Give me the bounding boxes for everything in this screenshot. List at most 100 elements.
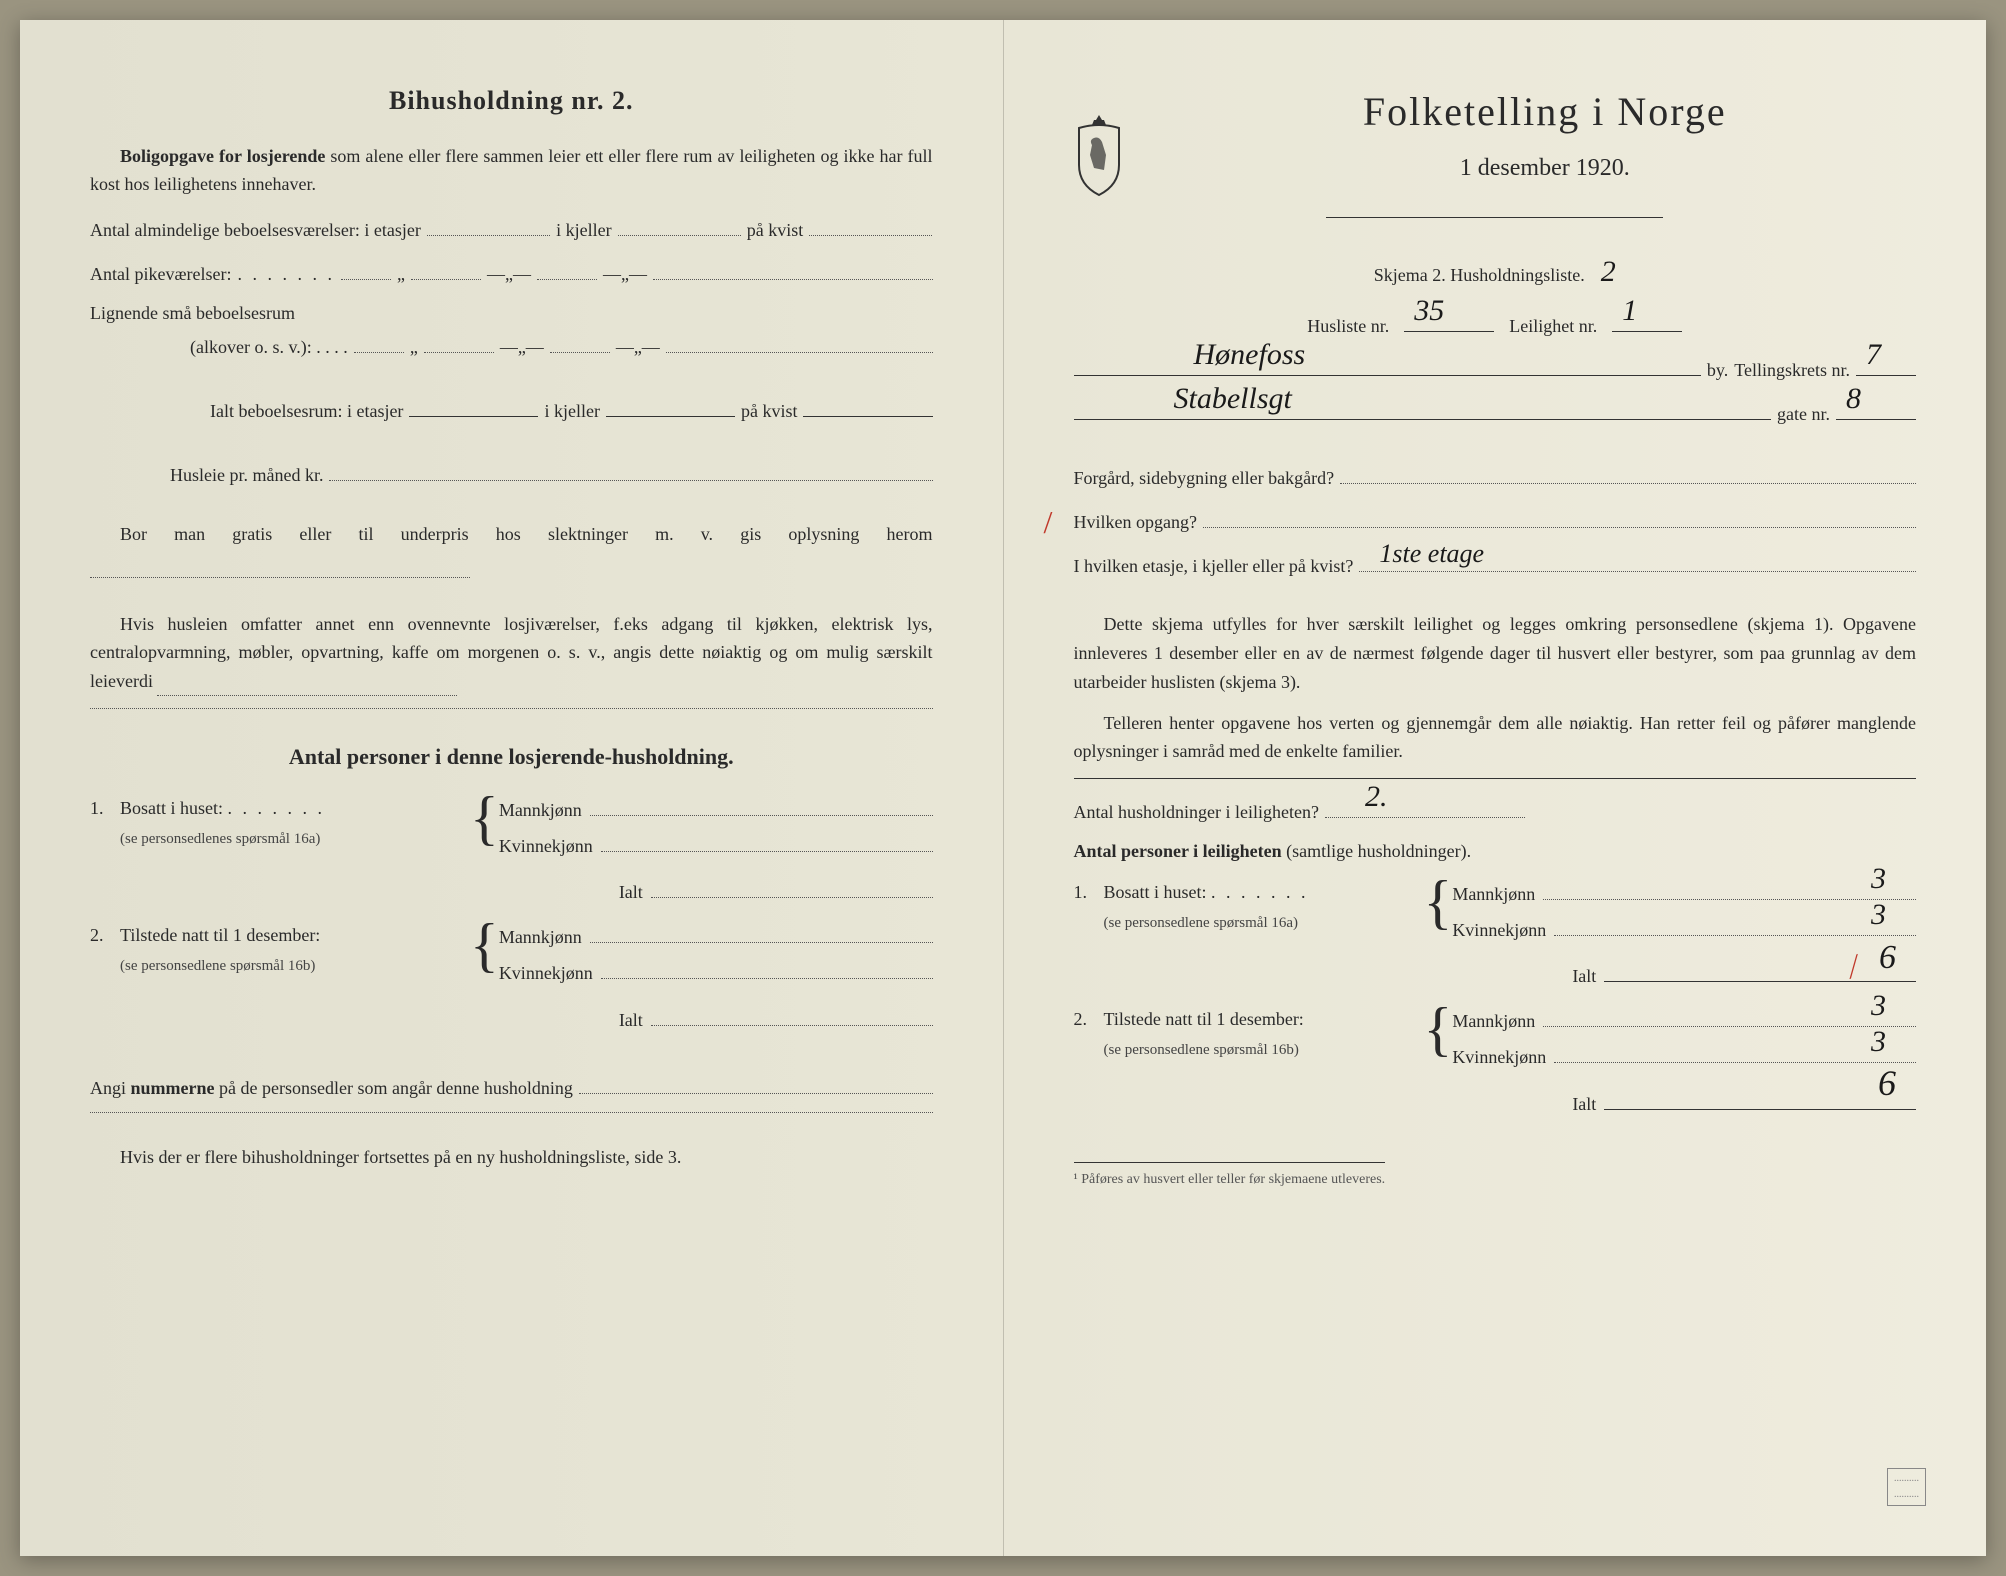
- label-col: Tilstede natt til 1 desember: (se person…: [1104, 1005, 1424, 1063]
- fill: Stabellsgt: [1074, 394, 1772, 419]
- left-intro: Boligopgave for losjerende som alene ell…: [90, 142, 933, 200]
- fill: [601, 830, 933, 852]
- label: Lignende små beboelsesrum: [90, 303, 295, 323]
- label-kvinne: Kvinnekjønn: [499, 959, 593, 988]
- line-pike: Antal pikeværelser: „ —„— —„—: [90, 255, 933, 289]
- angi-line: Angi nummerne på de personsedler som ang…: [90, 1068, 933, 1102]
- fill: Hønefoss: [1074, 350, 1701, 375]
- label: Bosatt i huset:: [120, 798, 223, 818]
- fill: [653, 255, 933, 280]
- divider: [1326, 217, 1663, 218]
- label: Hvilken opgang?: [1074, 508, 1197, 537]
- right-item-1: 1. Bosatt i huset: (se personsedlene spø…: [1074, 878, 1917, 997]
- corner-stamp: ....................: [1887, 1468, 1926, 1506]
- label: Antal pikeværelser:: [90, 260, 231, 289]
- hw-value: 2.: [1365, 773, 1388, 821]
- label: Tilstede natt til 1 desember:: [1104, 1009, 1304, 1029]
- label: i kjeller: [544, 397, 599, 426]
- hw-value: 6: [1879, 931, 1896, 985]
- right-para-1: Dette skjema utfylles for hver særskilt …: [1074, 610, 1917, 696]
- bold: Antal personer i leiligheten: [1074, 841, 1282, 861]
- label-mann: Mannkjønn: [499, 923, 582, 952]
- brace: {: [470, 921, 499, 969]
- label: Forgård, sidebygning eller bakgård?: [1074, 464, 1335, 493]
- hw-value: 8: [1846, 375, 1861, 423]
- label: på kvist: [747, 216, 804, 245]
- hw-value: 7: [1866, 331, 1881, 379]
- label-ialt: Ialt: [619, 1006, 643, 1035]
- num: 2.: [1074, 1005, 1104, 1034]
- dots: [228, 798, 326, 818]
- label: Tellingskrets nr.: [1734, 356, 1850, 385]
- dots: [237, 260, 335, 289]
- label-mann: Mannkjønn: [1452, 880, 1535, 909]
- fill: 3: [1543, 1005, 1916, 1027]
- label-kvinne: Kvinnekjønn: [499, 832, 593, 861]
- document-spread: Bihusholdning nr. 2. Boligopgave for los…: [20, 20, 1986, 1556]
- left-section-title: Antal personer i denne losjerende-hushol…: [90, 739, 933, 774]
- fill: 3: [1554, 914, 1916, 936]
- label: Husliste nr.: [1307, 312, 1389, 341]
- label: I hvilken etasje, i kjeller eller på kvi…: [1074, 552, 1354, 581]
- label: (alkover o. s. v.): . . . .: [190, 333, 348, 362]
- label: Husleie pr. måned kr.: [170, 461, 323, 490]
- values: Mannkjønn3 Kvinnekjønn3 Ialt 6 ⁄: [1452, 878, 1916, 997]
- gate-line: Stabellsgt gate nr. 8: [1074, 394, 1917, 428]
- hw-value: 1ste etage: [1379, 533, 1484, 575]
- label: Bosatt i huset:: [1104, 882, 1207, 902]
- label-col: Tilstede natt til 1 desember: (se person…: [120, 921, 470, 979]
- fill: 6: [1604, 1088, 1916, 1110]
- bottom-note: Hvis der er flere bihusholdninger fortse…: [90, 1143, 933, 1172]
- label: Skjema 2. Husholdningsliste.: [1374, 261, 1585, 290]
- label-kvinne: Kvinnekjønn: [1452, 1043, 1546, 1072]
- label: Tilstede natt til 1 desember:: [120, 925, 320, 945]
- num: 2.: [90, 921, 120, 950]
- fill: 1: [1612, 306, 1682, 331]
- red-strikethrough: ⁄: [1842, 941, 1865, 991]
- right-para-2: Telleren henter opgavene hos verten og g…: [1074, 709, 1917, 767]
- num: 1.: [90, 794, 120, 823]
- opgang-line: / Hvilken opgang?: [1074, 502, 1917, 536]
- fill: [411, 255, 481, 280]
- hw-value: Hønefoss: [1194, 331, 1306, 379]
- fill: [809, 211, 932, 236]
- label: Antal almindelige beboelsesværelser: i e…: [90, 216, 421, 245]
- fill: [803, 392, 932, 417]
- skjema-line: Skjema 2. Husholdningsliste. 2: [1074, 248, 1917, 296]
- etasje-line: I hvilken etasje, i kjeller eller på kvi…: [1074, 546, 1917, 580]
- brace: {: [1424, 878, 1453, 926]
- fill: [606, 392, 735, 417]
- fill: [1340, 458, 1916, 483]
- fill: [618, 211, 741, 236]
- hw-value: 2: [1601, 248, 1616, 296]
- fill: [666, 328, 933, 353]
- label-mann: Mannkjønn: [1452, 1007, 1535, 1036]
- line-antal-almindelige: Antal almindelige beboelsesværelser: i e…: [90, 211, 933, 245]
- dots: [1211, 882, 1309, 902]
- fill: [601, 958, 933, 980]
- right-page: Folketelling i Norge 1 desember 1920. Sk…: [1004, 20, 1987, 1556]
- fill: 8: [1836, 394, 1916, 419]
- num: 1.: [1074, 878, 1104, 907]
- hw-value: 1: [1622, 287, 1637, 335]
- divider: [90, 708, 933, 709]
- right-item-2: 2. Tilstede natt til 1 desember: (se per…: [1074, 1005, 1917, 1124]
- fill: [427, 211, 550, 236]
- fill: [341, 255, 391, 280]
- values: Mannkjønn Kvinnekjønn Ialt: [499, 794, 933, 913]
- values: Mannkjønn Kvinnekjønn Ialt: [499, 921, 933, 1040]
- left-item-1: 1. Bosatt i huset: (se personsedlenes sp…: [90, 794, 933, 913]
- label: Ialt beboelsesrum: i etasjer: [210, 397, 403, 426]
- fill: [651, 877, 933, 899]
- fill: 2.: [1325, 793, 1525, 818]
- label-kvinne: Kvinnekjønn: [1452, 916, 1546, 945]
- fill: [550, 328, 610, 353]
- crest-icon: [1064, 110, 1134, 200]
- fill: [579, 1068, 933, 1093]
- fill: [90, 552, 470, 577]
- label: Leilighet nr.: [1509, 312, 1597, 341]
- label-col: Bosatt i huset: (se personsedlene spørsm…: [1104, 878, 1424, 936]
- line-husleie: Husleie pr. måned kr.: [90, 456, 933, 490]
- label-mann: Mannkjønn: [499, 796, 582, 825]
- left-item-2: 2. Tilstede natt til 1 desember: (se per…: [90, 921, 933, 1040]
